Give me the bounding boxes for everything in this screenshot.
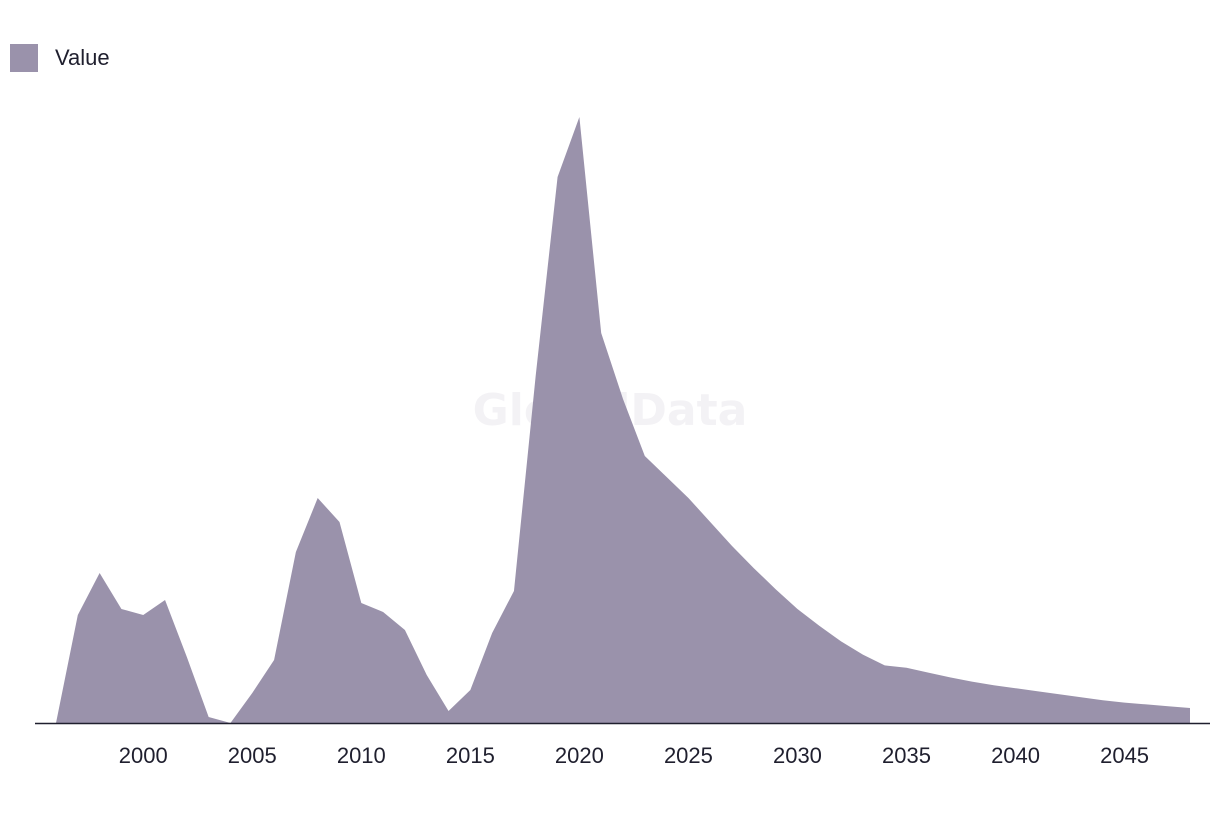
x-tick-label-2020: 2020 bbox=[555, 743, 604, 768]
legend-swatch bbox=[10, 44, 38, 72]
x-tick-label-2000: 2000 bbox=[119, 743, 168, 768]
x-tick-label-2040: 2040 bbox=[991, 743, 1040, 768]
legend-label: Value bbox=[55, 45, 110, 70]
x-tick-label-2015: 2015 bbox=[446, 743, 495, 768]
legend: Value bbox=[10, 44, 110, 72]
x-tick-label-2010: 2010 bbox=[337, 743, 386, 768]
x-tick-label-2005: 2005 bbox=[228, 743, 277, 768]
area-series-value bbox=[56, 117, 1190, 723]
x-tick-label-2030: 2030 bbox=[773, 743, 822, 768]
x-tick-label-2025: 2025 bbox=[664, 743, 713, 768]
x-tick-label-2035: 2035 bbox=[882, 743, 931, 768]
x-tick-label-2045: 2045 bbox=[1100, 743, 1149, 768]
